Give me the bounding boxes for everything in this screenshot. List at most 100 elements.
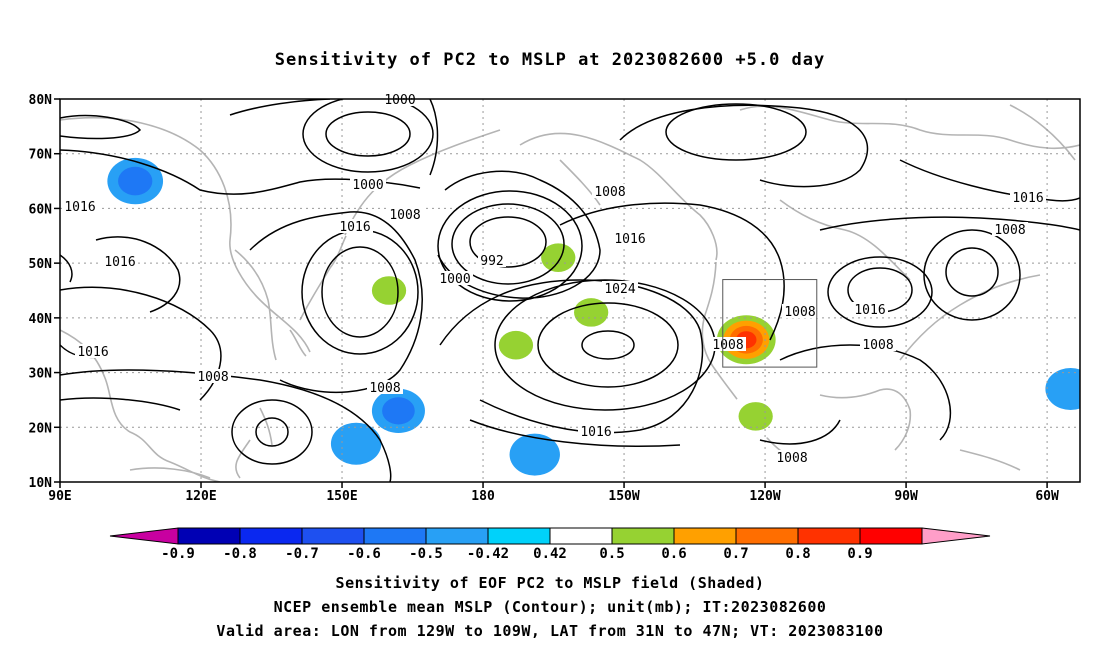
contour-label-bg (350, 177, 386, 191)
colorbar-label: 0.8 (785, 546, 810, 562)
chart-title: Sensitivity of PC2 to MSLP at 2023082600… (274, 50, 826, 70)
colorbar-label: -0.42 (467, 546, 509, 562)
colorbar-label: -0.7 (285, 546, 319, 562)
contour-label-bg (1010, 190, 1046, 204)
colorbar-arrow-low (109, 527, 179, 545)
colorbar-bin (549, 527, 613, 545)
contour-label: 1008 (594, 185, 625, 200)
x-tick-label: 60W (1035, 489, 1059, 504)
colorbar-label: -0.5 (409, 546, 443, 562)
contour-label: 1000 (439, 272, 470, 287)
contour-label: 1016 (1012, 191, 1043, 206)
colorbar-label: 0.42 (533, 546, 567, 562)
colorbar-label: 0.7 (723, 546, 748, 562)
colorbar-bin (301, 527, 365, 545)
contour-label: 1008 (389, 208, 420, 223)
colorbar-label: 0.9 (847, 546, 872, 562)
y-tick-label: 70N (29, 148, 53, 163)
x-tick-label: 90W (894, 489, 918, 504)
colorbar-label: 0.6 (661, 546, 686, 562)
colorbar-bin (177, 527, 241, 545)
x-tick-label: 180 (471, 489, 495, 504)
coastlines (60, 104, 1080, 482)
y-tick-label: 50N (29, 257, 53, 272)
contour-label: 1024 (604, 282, 635, 297)
contour-label: 1008 (994, 223, 1025, 238)
contour-label-bg (337, 219, 373, 233)
sensitivity-patch (371, 276, 407, 305)
contour-label: 1016 (614, 232, 645, 247)
y-tick-label: 20N (29, 421, 53, 436)
contour-label: 1016 (104, 255, 135, 270)
sensitivity-patch (738, 402, 773, 431)
sensitivity-patch (498, 330, 534, 360)
contour-label-bg (195, 369, 231, 383)
x-tick-label: 150W (608, 489, 639, 504)
contour-label-bg (478, 253, 506, 267)
contour-label-bg (75, 344, 111, 358)
contour-label: 1008 (862, 338, 893, 353)
contour-label-bg (102, 254, 138, 268)
contour-label-bg (860, 337, 896, 351)
colorbar-label: -0.9 (161, 546, 195, 562)
contour-labels: 1000 1000 1000 1016 1008 1016 1016 992 1008 1016 1… (62, 92, 1046, 466)
y-tick-label: 60N (29, 202, 53, 217)
contour-label-bg (592, 184, 628, 198)
contour-label: 1008 (784, 305, 815, 320)
sensitivity-patch (118, 166, 153, 196)
colorbar-bin (735, 527, 799, 545)
colorbar-bin (673, 527, 737, 545)
contour-label: 1016 (339, 220, 370, 235)
contour-label: 1016 (77, 345, 108, 360)
sensitivity-patch (1045, 367, 1080, 410)
y-tick-label: 30N (29, 367, 53, 382)
sensitivity-patch (382, 397, 415, 425)
colorbar-label: -0.6 (347, 546, 381, 562)
axis-ticks: 90E 120E 150E 180 150W 120W 90W 60W 80N 70N 60N 50N… (29, 93, 1059, 504)
sensitivity-patch (260, 143, 311, 186)
footer-line-2: NCEP ensemble mean MSLP (Contour); unit(… (273, 598, 827, 616)
contour-label: 1008 (197, 370, 228, 385)
contour-label: 1008 (776, 451, 807, 466)
y-tick-label: 10N (29, 476, 53, 491)
contour-label: 1000 (384, 93, 415, 108)
contour-label-bg (992, 222, 1028, 236)
contour-label: 1000 (352, 178, 383, 193)
colorbar-arrow-high (921, 527, 991, 545)
y-tick-label: 40N (29, 312, 53, 327)
colorbar-label: -0.8 (223, 546, 257, 562)
x-tick-label: 120E (185, 489, 216, 504)
contour-label-bg (578, 424, 614, 438)
contour-label: 1016 (580, 425, 611, 440)
contour-label-bg (367, 380, 403, 394)
x-tick-label: 150E (326, 489, 357, 504)
colorbar-bin (611, 527, 675, 545)
footer-line-1: Sensitivity of EOF PC2 to MSLP field (Sh… (335, 574, 765, 592)
colorbar-bin (425, 527, 489, 545)
footer-line-3: Valid area: LON from 129W to 109W, LAT f… (216, 622, 884, 640)
contour-label: 992 (480, 254, 503, 269)
plot-frame (59, 98, 1081, 483)
contour-label-bg (774, 450, 810, 464)
colorbar-bin (859, 527, 923, 545)
sensitivity-patch (330, 422, 382, 465)
colorbar: -0.9 -0.8 -0.7 -0.6 -0.5 -0.42 0.42 0.5 0.6 0.7 0.… (109, 527, 991, 562)
y-tick-label: 80N (29, 93, 53, 108)
sensitivity-patch (509, 433, 560, 476)
valid-area-box (722, 279, 818, 368)
contour-label: 1008 (369, 381, 400, 396)
contour-label-bg (387, 207, 423, 221)
contour-label-bg (612, 231, 648, 245)
contour-label: 1016 (854, 303, 885, 318)
contour-label-bg (710, 337, 746, 351)
colorbar-bin (797, 527, 861, 545)
x-tick-label: 120W (749, 489, 780, 504)
contour-label: 1008 (712, 338, 743, 353)
contour-label: 1016 (64, 200, 95, 215)
contour-label-bg (852, 302, 888, 316)
contour-label-bg (437, 271, 473, 285)
contour-label-bg (782, 304, 818, 318)
sensitivity-shading (107, 143, 1080, 476)
colorbar-bin (363, 527, 427, 545)
